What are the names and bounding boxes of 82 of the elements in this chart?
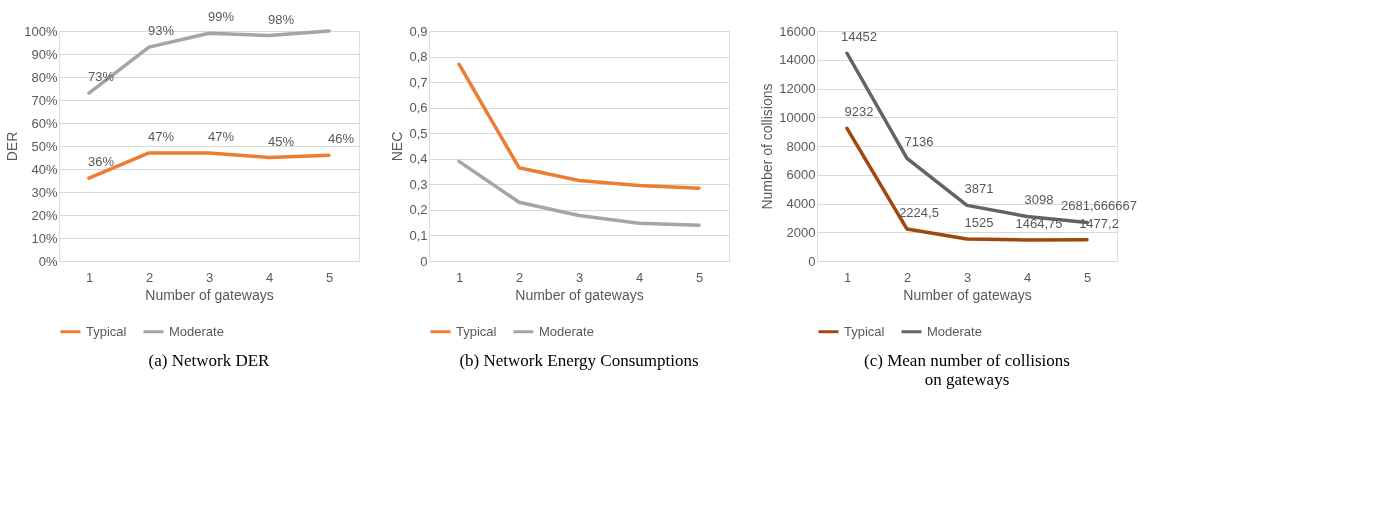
data-label: 46%	[327, 131, 355, 147]
line-series	[457, 62, 701, 190]
y-tick-label: 0,4	[409, 151, 428, 167]
y-tick-label: 70%	[31, 92, 58, 108]
y-tick-label: 40%	[31, 161, 58, 177]
x-tick-label: 4	[265, 269, 274, 285]
x-axis-title: Number of gateways	[515, 286, 644, 303]
x-tick-label: 5	[695, 269, 704, 285]
line-series	[457, 159, 701, 227]
legend-label: Typical	[456, 323, 497, 339]
x-tick-label: 3	[205, 269, 214, 285]
legend-label: Moderate	[927, 323, 982, 339]
y-tick-label: 16000	[779, 23, 816, 39]
y-tick-label: 30%	[31, 184, 58, 200]
x-tick-label: 5	[325, 269, 334, 285]
y-tick-label: 12000	[779, 81, 816, 96]
y-tick-label: 0	[420, 253, 428, 269]
x-tick-label: 1	[455, 269, 464, 285]
x-tick-label: 4	[1023, 269, 1032, 285]
text: (a) Network DER	[148, 351, 271, 370]
data-label: 3098	[1024, 192, 1054, 208]
y-tick-label: 0,1	[409, 227, 428, 243]
y-tick-label: 14000	[779, 52, 816, 68]
y-tick-label: 0,2	[409, 202, 428, 218]
y-tick-label: 2000	[786, 224, 816, 240]
y-tick-label: 4000	[786, 196, 816, 211]
y-tick-label: 0,7	[409, 74, 428, 90]
data-label: 2224,5	[899, 205, 939, 221]
y-tick-label: 20%	[31, 207, 58, 223]
x-tick-label: 2	[903, 269, 912, 285]
legend-label: Moderate	[539, 323, 594, 339]
text: (c) Mean number of collisions on gateways	[864, 351, 1070, 389]
y-tick-label: 100%	[24, 23, 58, 39]
data-label: 2681,666667	[1061, 198, 1137, 214]
data-label: 36%	[87, 154, 115, 170]
x-tick-label: 4	[635, 269, 644, 285]
line-series	[87, 151, 331, 180]
data-label: 9232	[844, 104, 874, 120]
legend-label: Typical	[844, 323, 885, 339]
x-axis-title: Number of gateways	[145, 286, 274, 303]
y-tick-label: 80%	[31, 69, 58, 85]
x-tick-label: 3	[963, 269, 972, 285]
legend-label: Typical	[86, 323, 127, 339]
x-tick-label: 3	[575, 269, 584, 285]
data-label: 45%	[267, 133, 295, 149]
x-tick-label: 5	[1083, 269, 1092, 285]
data-label: 14452	[840, 29, 878, 45]
x-tick-label: 1	[85, 269, 94, 285]
y-axis-title: DER	[4, 131, 21, 162]
x-axis-title: Number of gateways	[903, 286, 1032, 303]
x-tick-label: 1	[843, 269, 852, 285]
data-label: 1464,75	[1015, 215, 1063, 231]
data-label: 47%	[147, 128, 175, 144]
y-tick-label: 0,3	[409, 176, 428, 192]
y-tick-label: 90%	[31, 46, 58, 62]
y-tick-label: 0	[808, 253, 816, 269]
data-label: 7136	[904, 134, 934, 150]
y-tick-label: 60%	[31, 115, 58, 131]
y-tick-label: 0,5	[409, 125, 428, 141]
y-tick-label: 10%	[31, 230, 58, 246]
data-label: 47%	[207, 128, 235, 144]
y-tick-label: 8000	[786, 138, 816, 154]
y-tick-label: 0,8	[409, 49, 428, 65]
text: (b) Network Energy Consumptions	[459, 351, 699, 370]
y-tick-label: 10000	[779, 109, 816, 125]
y-tick-label: 6000	[786, 167, 816, 183]
data-label: 73%	[87, 69, 115, 85]
y-tick-label: 50%	[31, 138, 58, 154]
data-label: 93%	[147, 23, 175, 39]
x-tick-label: 2	[515, 269, 524, 285]
data-label: 1477,2	[1079, 215, 1119, 231]
y-tick-label: 0,9	[409, 23, 428, 39]
data-label: 98%	[267, 11, 295, 27]
data-label: 99%	[207, 9, 235, 25]
legend-label: Moderate	[169, 323, 224, 339]
y-axis-title: Number of collisions	[759, 83, 776, 210]
x-tick-label: 2	[145, 269, 154, 285]
y-tick-label: 0%	[38, 253, 58, 269]
data-label: 1525	[964, 215, 994, 231]
data-label: 3871	[964, 181, 994, 197]
y-tick-label: 0,6	[409, 100, 428, 116]
y-axis-title: NEC	[389, 131, 406, 162]
